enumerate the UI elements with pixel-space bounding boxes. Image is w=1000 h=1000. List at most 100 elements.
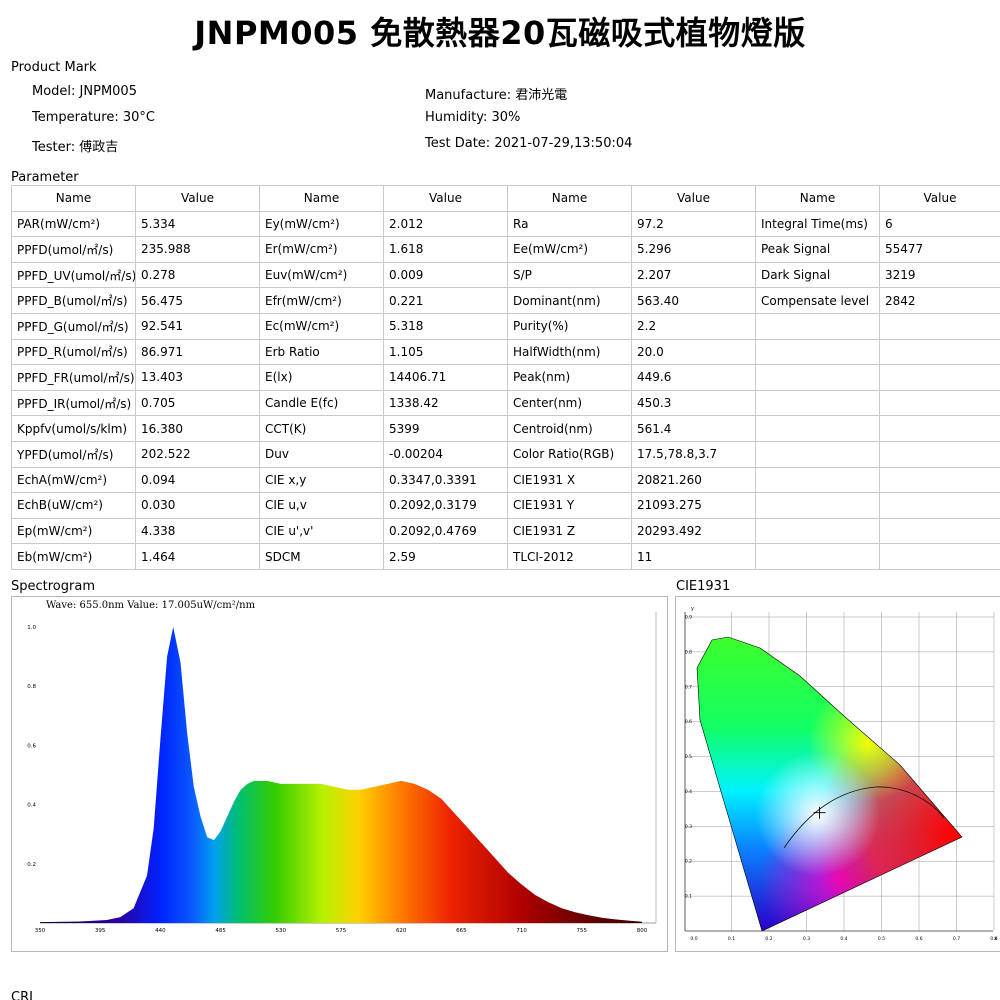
param-value-cell: 0.094: [135, 466, 260, 494]
param-name-cell: PPFD_R(umol/㎡/s): [11, 338, 136, 366]
cie1931-x-tick-label: 0.2: [765, 936, 772, 942]
cie1931-y-tick-label: 0.3: [685, 824, 692, 830]
spectrogram-x-tick-label: 710: [516, 928, 527, 934]
param-value-cell: 92.541: [135, 312, 260, 340]
cie1931-x-tick-label: 0.7: [953, 936, 960, 942]
param-name-cell: EchB(uW/cm²): [11, 492, 136, 519]
table-row: EchA(mW/cm²) 0.094 CIE x,y 0.3347,0.3391 CIE…: [11, 466, 1000, 494]
cri-heading: CRI: [11, 990, 33, 1000]
param-name-cell: PPFD_IR(umol/㎡/s): [11, 389, 136, 417]
param-name-cell: Dominant(nm): [507, 287, 632, 314]
param-name-cell: Centroid(nm): [507, 415, 632, 442]
param-name-cell: CIE x,y: [259, 466, 384, 494]
spectrogram-y-tick-label: 0.6: [27, 743, 36, 749]
cie1931-x-tick-label: 0.5: [878, 936, 885, 942]
param-name-cell: SDCM: [259, 543, 384, 570]
spectrogram-x-tick-label: 800: [637, 928, 648, 934]
cie1931-y-tick-label: 0.2: [685, 859, 692, 865]
param-value-cell: 4.338: [135, 517, 260, 545]
parameter-heading: Parameter: [11, 170, 79, 185]
param-value-cell: 1338.42: [383, 389, 508, 417]
spectrum-area: [40, 627, 642, 923]
param-name-cell: [755, 338, 880, 366]
table-row: PPFD_FR(umol/㎡/s) 13.403 E(lx) 14406.71 Peak…: [11, 364, 1000, 391]
spectrogram-panel: [11, 596, 668, 952]
cie1931-x-tick-label: 0.4: [840, 936, 847, 942]
table-row: Eb(mW/cm²) 1.464 SDCM 2.59 TLCI-2012 11: [11, 543, 1000, 570]
param-value-cell: 2.59: [383, 543, 508, 570]
param-value-cell: 235.988: [135, 236, 260, 263]
param-value-cell: 1.618: [383, 236, 508, 263]
cie1931-x-tick-label: 0.6: [915, 936, 922, 942]
param-value-cell: 563.40: [631, 287, 756, 314]
param-name-cell: CIE1931 Z: [507, 517, 632, 545]
spectrogram-x-tick-label: 575: [336, 928, 347, 934]
param-value-cell: -0.00204: [383, 440, 508, 468]
cie1931-y-tick-label: 0.6: [685, 719, 692, 725]
cie1931-x-tick-label: 0.8: [990, 936, 997, 942]
param-name-cell: CIE1931 X: [507, 466, 632, 494]
test-date-text: Test Date: 2021-07-29,13:50:04: [425, 136, 633, 151]
cie1931-y-tick-label: 0.7: [685, 684, 692, 690]
param-value-cell: [879, 415, 1000, 442]
param-name-cell: [755, 517, 880, 545]
cie1931-heading: CIE1931: [676, 579, 731, 594]
spectrogram-x-tick-label: 440: [155, 928, 166, 934]
planckian-locus-curve: [783, 786, 945, 849]
param-value-cell: 3219: [879, 261, 1000, 289]
temperature-text: Temperature: 30°C: [32, 110, 155, 125]
param-value-cell: [879, 492, 1000, 519]
param-value-cell: 11: [631, 543, 756, 570]
cie1931-x-tick-label: 0.1: [728, 936, 735, 942]
header-name-3: Name: [755, 185, 880, 212]
spectrogram-y-tick-label: 0.4: [27, 803, 36, 809]
cie1931-x-tick-label: 0.0: [690, 936, 697, 942]
header-name-0: Name: [11, 185, 136, 212]
table-row: PAR(mW/cm²) 5.334 Ey(mW/cm²) 2.012 Ra 97.2 Int…: [11, 210, 1000, 238]
product-mark-heading: Product Mark: [11, 60, 97, 75]
header-value-1: Value: [383, 185, 508, 212]
param-value-cell: 20293.492: [631, 517, 756, 545]
param-name-cell: [755, 364, 880, 391]
spectrogram-x-tick-label: 665: [456, 928, 467, 934]
cie1931-x-tick-label: 0.3: [803, 936, 810, 942]
param-name-cell: Compensate level: [755, 287, 880, 314]
param-name-cell: PPFD_FR(umol/㎡/s): [11, 364, 136, 391]
param-value-cell: 449.6: [631, 364, 756, 391]
table-row: Ep(mW/cm²) 4.338 CIE u',v' 0.2092,0.4769 CIE…: [11, 517, 1000, 545]
cie1931-color-gamut: [697, 637, 962, 931]
param-value-cell: 0.2092,0.4769: [383, 517, 508, 545]
param-name-cell: PAR(mW/cm²): [11, 210, 136, 238]
param-name-cell: Integral Time(ms): [755, 210, 880, 238]
cie1931-spectral-locus: [696, 636, 963, 932]
param-value-cell: 450.3: [631, 389, 756, 417]
spectrogram-x-tick-label: 395: [95, 928, 106, 934]
param-value-cell: [879, 389, 1000, 417]
param-name-cell: Duv: [259, 440, 384, 468]
chromaticity-point-marker: [813, 806, 826, 819]
table-row: Kppfv(umol/s/klm) 16.380 CCT(K) 5399 Centroi…: [11, 415, 1000, 442]
param-name-cell: HalfWidth(nm): [507, 338, 632, 366]
param-value-cell: 0.3347,0.3391: [383, 466, 508, 494]
spectrogram-y-tick-label: 0.8: [27, 684, 36, 690]
cie1931-y-tick-label: 0.1: [685, 894, 692, 900]
spectrogram-x-tick-label: 620: [396, 928, 407, 934]
param-value-cell: 6: [879, 210, 1000, 238]
cie1931-panel: [675, 596, 1000, 952]
model-text: Model: JNPM005: [32, 84, 137, 99]
parameter-table: Name Value Name Value Name Value Name Value PAR…: [11, 185, 1000, 570]
param-value-cell: [879, 466, 1000, 494]
spectrogram-readout: Wave: 655.0nm Value: 17.005uW/cm²/nm: [46, 600, 256, 611]
param-name-cell: Candle E(fc): [259, 389, 384, 417]
param-name-cell: TLCI-2012: [507, 543, 632, 570]
param-name-cell: E(lx): [259, 364, 384, 391]
spectrogram-x-tick-label: 350: [35, 928, 46, 934]
humidity-text: Humidity: 30%: [425, 110, 521, 125]
param-name-cell: Eb(mW/cm²): [11, 543, 136, 570]
cie1931-y-tick-label: 0.9: [685, 615, 692, 621]
param-name-cell: Euv(mW/cm²): [259, 261, 384, 289]
manufacture-text: Manufacture: 君沛光電: [425, 88, 568, 103]
table-row: EchB(uW/cm²) 0.030 CIE u,v 0.2092,0.3179 CIE…: [11, 492, 1000, 519]
